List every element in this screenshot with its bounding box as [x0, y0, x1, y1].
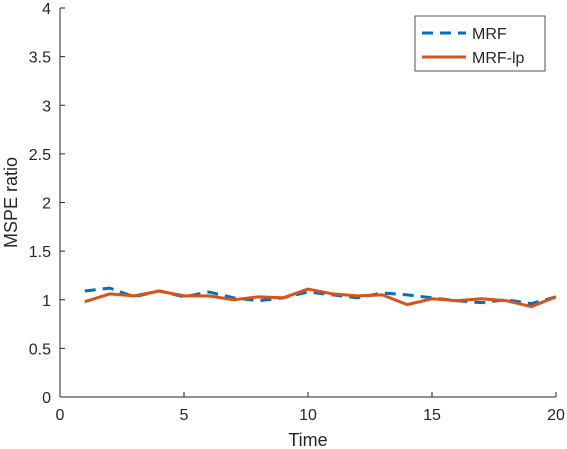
x-tick-label: 0	[56, 407, 65, 424]
y-tick-label: 0	[42, 390, 51, 407]
x-tick-label: 5	[180, 407, 189, 424]
legend-box	[414, 15, 546, 72]
y-tick-label: 3	[42, 98, 51, 115]
legend-label-mrf-lp: MRF-lp	[472, 50, 525, 67]
y-tick-label: 2	[42, 196, 51, 213]
y-axis-label: MSPE ratio	[1, 157, 21, 248]
x-axis-label: Time	[288, 430, 327, 449]
x-tick-label: 15	[423, 407, 441, 424]
y-tick-label: 1.5	[29, 244, 51, 261]
legend: MRF MRF-lp	[414, 15, 546, 72]
y-tick-label: 1	[42, 293, 51, 310]
y-tick-label: 4	[42, 1, 51, 18]
x-tick-label: 20	[547, 407, 565, 424]
y-tick-label: 3.5	[29, 50, 51, 67]
x-tick-label: 10	[299, 407, 317, 424]
y-tick-label: 0.5	[29, 341, 51, 358]
plot-lines	[84, 286, 557, 309]
y-tick-label: 2.5	[29, 147, 51, 164]
legend-label-mrf: MRF	[472, 26, 507, 43]
ticks: 0 5 10 15 20 0 0.5 1 1.5 2 2.5 3 3.5 4	[29, 1, 565, 424]
series-line-mrf-lp	[84, 287, 557, 309]
